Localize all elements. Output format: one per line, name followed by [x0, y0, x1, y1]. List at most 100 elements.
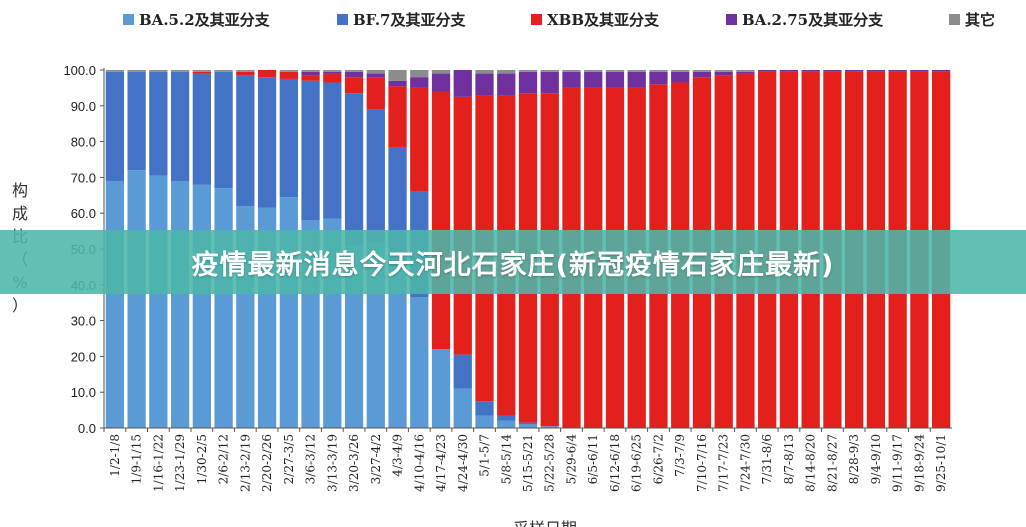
x-tick-label: 4/10-4/16 — [412, 434, 426, 492]
bar-segment — [475, 401, 494, 416]
bar-segment — [714, 71, 733, 76]
x-tick-label: 3/6-3/12 — [304, 434, 318, 484]
legend-swatch — [531, 14, 542, 25]
bar-segment — [453, 354, 472, 389]
bar-segment — [931, 70, 951, 72]
x-tick-label: 2/27-3/5 — [282, 434, 296, 484]
bar-segment — [714, 70, 733, 72]
bar-segment — [344, 77, 364, 94]
x-tick-label: 1/9-1/15 — [130, 434, 144, 484]
legend-label: 其它 — [965, 11, 995, 29]
y-tick-label: 80.0 — [71, 135, 96, 150]
bar-segment — [366, 73, 385, 78]
y-tick-label: 100.0 — [63, 63, 96, 78]
bar-segment — [192, 70, 211, 72]
bar-segment — [149, 70, 168, 72]
bar-segment — [540, 70, 559, 72]
x-tick-label: 2/13-2/19 — [238, 434, 252, 492]
bar-segment — [323, 82, 342, 219]
x-tick-label: 4/3-4/9 — [391, 434, 405, 477]
bar-segment — [649, 71, 668, 85]
bar-segment — [410, 77, 429, 88]
bar-segment — [518, 422, 538, 425]
bar-segment — [692, 70, 712, 72]
bar-segment — [236, 71, 255, 76]
bar-segment — [475, 70, 494, 74]
x-tick-label: 7/24-7/30 — [738, 434, 752, 492]
legend-label: XBB及其亚分支 — [547, 11, 660, 29]
y-tick-label: 30.0 — [71, 314, 96, 329]
bar-segment — [518, 71, 538, 94]
x-tick-label: 1/30-2/5 — [195, 434, 209, 484]
y-tick-label: 20.0 — [71, 349, 96, 364]
y-tick-label: 70.0 — [71, 170, 96, 185]
bar-segment — [431, 73, 451, 92]
bar-segment — [453, 70, 472, 97]
bar-segment — [540, 426, 559, 428]
x-tick-label: 6/5-6/11 — [586, 434, 600, 484]
bar-segment — [605, 70, 625, 72]
legend-label: BA.2.75及其亚分支 — [742, 11, 884, 29]
x-tick-label: 2/6-2/12 — [217, 434, 231, 484]
x-tick-label: 7/3-7/9 — [673, 434, 687, 477]
bar-segment — [192, 71, 211, 74]
bar-segment — [301, 70, 320, 72]
bar-segment — [627, 70, 646, 72]
bar-segment — [323, 70, 342, 72]
bar-segment — [671, 71, 690, 83]
x-tick-label: 2/20-2/26 — [260, 434, 274, 492]
bar-segment — [410, 70, 429, 78]
bar-segment — [388, 70, 407, 81]
bar-segment — [170, 70, 190, 72]
bar-segment — [344, 70, 364, 72]
bar-segment — [888, 70, 907, 72]
bar-segment — [671, 70, 690, 72]
bar-segment — [257, 77, 277, 208]
bar-segment — [540, 71, 559, 94]
bar-segment — [736, 71, 755, 74]
bar-segment — [866, 70, 886, 72]
bar-segment — [170, 71, 190, 181]
bar-segment — [192, 73, 211, 185]
bar-segment — [649, 70, 668, 72]
bar-segment — [323, 71, 342, 74]
bar-segment — [779, 70, 799, 72]
bar-segment — [279, 70, 298, 72]
bar-segment — [410, 297, 429, 428]
x-tick-label: 4/17-4/23 — [434, 434, 448, 492]
bar-segment — [845, 70, 864, 72]
x-tick-label: 6/12-6/18 — [608, 434, 622, 492]
bar-segment — [127, 170, 146, 429]
x-tick-label: 3/20-3/26 — [347, 434, 361, 492]
y-tick-label: 0.0 — [78, 421, 96, 436]
bar-segment — [344, 93, 364, 246]
bar-segment — [105, 70, 125, 72]
y-tick-label: 90.0 — [71, 99, 96, 114]
x-tick-label: 9/4-9/10 — [869, 434, 883, 484]
headline-banner: 疫情最新消息今天河北石家庄(新冠疫情石家庄最新) — [0, 230, 1026, 294]
bar-segment — [910, 70, 929, 72]
x-axis-title: 采样日期 — [513, 519, 577, 527]
x-tick-label: 8/7-8/13 — [782, 434, 796, 484]
x-tick-label: 5/1-5/7 — [478, 434, 492, 477]
bar-segment — [584, 71, 603, 88]
bar-segment — [344, 71, 364, 78]
bar-segment — [149, 71, 168, 176]
x-tick-label: 1/16-1/22 — [151, 434, 165, 492]
bar-segment — [758, 70, 777, 72]
bar-segment — [453, 388, 472, 428]
x-tick-label: 5/15-5/21 — [521, 434, 535, 492]
bar-segment — [475, 73, 494, 96]
x-tick-label: 8/21-8/27 — [825, 434, 839, 492]
x-tick-label: 8/14-8/20 — [804, 434, 818, 492]
x-tick-label: 9/25-10/1 — [934, 434, 948, 492]
bar-segment — [692, 71, 712, 78]
bar-segment — [431, 70, 451, 74]
bar-segment — [627, 71, 646, 88]
legend-swatch — [337, 14, 348, 25]
x-tick-label: 7/31-8/6 — [760, 434, 774, 484]
bar-segment — [366, 109, 385, 242]
bar-segment — [584, 70, 603, 72]
bar-segment — [214, 71, 233, 189]
bar-segment — [257, 70, 277, 78]
